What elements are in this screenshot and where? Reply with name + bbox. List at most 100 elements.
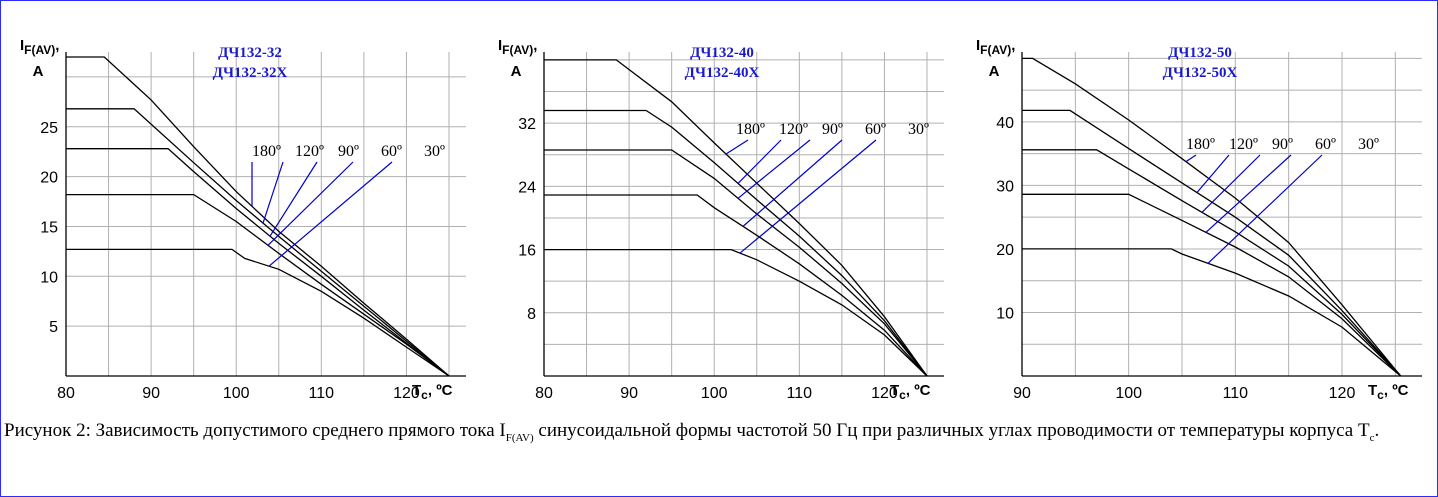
x-tick-label-3-3: 110: [1223, 385, 1249, 400]
chart-svg-2: 80 90 100 110 120 8 16 24 32 IF(AV), A Tc, ºC ДЧ132-…: [498, 37, 944, 400]
y-axis-unit-2: A: [511, 63, 522, 80]
angle-label-2-3: 90º: [822, 121, 843, 138]
angle-label-2-5: 30º: [908, 121, 929, 138]
series-line-1-3: [66, 148, 450, 377]
angle-leader-3-3: [1201, 154, 1261, 213]
y-tick-label-3-4: 40: [996, 115, 1014, 132]
angle-leader-3-1: [1185, 154, 1197, 163]
series-line-3-4: [1022, 193, 1402, 377]
x-tick-label-2-3: 100: [701, 385, 728, 400]
series-line-3-1: [1022, 57, 1402, 377]
y-tick-label-2-1: 8: [527, 306, 536, 323]
x-tick-label-3-4: 120: [1329, 385, 1356, 400]
angle-leader-3-5: [1207, 154, 1323, 264]
x-axis-label-2: Tc, ºC: [890, 382, 931, 400]
series-line-1-1: [66, 56, 450, 377]
x-tick-label-1-2: 90: [142, 385, 160, 400]
series-line-2-2: [544, 109, 928, 377]
angle-leader-3-2: [1196, 154, 1230, 193]
angle-leader-2-5: [739, 139, 877, 254]
y-tick-label-3-2: 20: [996, 242, 1014, 259]
y-tick-label-2-4: 32: [518, 116, 536, 133]
series-line-1-4: [66, 193, 450, 377]
y-axis-label-sub-2: F(AV): [502, 43, 533, 57]
x-axis-label-main-2: T: [890, 382, 899, 399]
angle-label-2-1: 180º: [736, 121, 765, 138]
y-axis-label-sub-1: F(AV): [24, 43, 55, 57]
x-axis-label-sub-3: c: [1377, 388, 1384, 400]
chart-svg-1: 80 90 100 110 120 5 10 15 20 25 IF(AV), A Tc, ºC ДЧ13…: [20, 37, 466, 400]
angle-label-2-2: 120º: [779, 121, 808, 138]
y-axis-unit-3: A: [989, 63, 1000, 80]
x-tick-label-1-1: 80: [57, 385, 75, 400]
y-axis-label-main-1: I: [20, 37, 24, 54]
x-tick-label-3-1: 90: [1013, 385, 1031, 400]
y-tick-label-1-2: 10: [40, 269, 58, 286]
caption-text-2: синусоидальной формы частотой 50 Гц при …: [533, 420, 1370, 441]
angle-leader-1-5: [268, 161, 393, 267]
y-axis-label-1: IF(AV),: [20, 37, 59, 57]
caption-text-3: .: [1374, 420, 1380, 441]
y-tick-label-1-4: 20: [40, 170, 58, 187]
chart-title-2-line-1: ДЧ132-40: [690, 45, 754, 61]
chart-panel-1: 80 90 100 110 120 5 10 15 20 25 IF(AV), A Tc, ºC ДЧ13…: [0, 0, 470, 400]
series-line-2-5: [544, 248, 928, 377]
y-tick-label-3-1: 10: [996, 305, 1014, 322]
chart-title-3-line-2: ДЧ132-50Х: [1163, 65, 1238, 81]
chart-title-1-line-2: ДЧ132-32Х: [213, 65, 288, 81]
y-axis-label-sub-3: F(AV): [980, 43, 1011, 57]
angle-label-1-1: 180º: [252, 143, 281, 160]
y-axis-label-main-3: I: [976, 37, 980, 54]
angle-label-3-3: 90º: [1272, 136, 1293, 153]
y-tick-label-2-3: 24: [518, 179, 536, 196]
x-axis-label-sub-1: c: [421, 388, 428, 400]
angle-leader-2-3: [737, 139, 811, 199]
x-tick-label-1-5: 120: [393, 385, 420, 400]
x-axis-label-sub-2: c: [899, 388, 906, 400]
angle-leader-2-1: [725, 139, 749, 155]
angle-label-3-1: 180º: [1186, 136, 1215, 153]
caption-subscript-2: c: [1369, 431, 1375, 444]
angle-label-3-5: 30º: [1358, 136, 1379, 153]
x-tick-label-2-2: 90: [620, 385, 638, 400]
chart-svg-3: 90 100 110 120 10 20 30 40 IF(AV), A Tc, ºC ДЧ132-5…: [976, 37, 1422, 400]
angle-leader-1-4: [267, 161, 354, 246]
x-axis-label-3: Tc, ºC: [1368, 382, 1409, 400]
chart-panel-2: 80 90 100 110 120 8 16 24 32 IF(AV), A Tc, ºC ДЧ132-…: [478, 0, 948, 400]
series-line-2-3: [544, 149, 928, 377]
y-axis-label-tail-2: ,: [533, 37, 537, 54]
x-tick-label-2-1: 80: [535, 385, 553, 400]
angle-label-1-3: 90º: [338, 143, 359, 160]
series-line-1-2: [66, 108, 450, 377]
y-axis-label-tail-3: ,: [1011, 37, 1015, 54]
caption-subscript-1: F(AV): [505, 431, 534, 444]
chart-title-3-line-1: ДЧ132-50: [1168, 45, 1232, 61]
angle-leader-2-2: [737, 139, 782, 184]
x-axis-label-main-1: T: [412, 382, 421, 399]
angle-leader-3-4: [1205, 154, 1292, 233]
angle-leader-2-4: [742, 139, 843, 227]
y-tick-label-2-2: 16: [518, 243, 536, 260]
y-tick-label-1-5: 25: [40, 120, 58, 137]
y-axis-label-tail-1: ,: [55, 37, 59, 54]
series-line-3-5: [1022, 248, 1402, 377]
angle-label-1-2: 120º: [295, 143, 324, 160]
y-tick-label-1-3: 15: [40, 219, 58, 236]
y-tick-label-3-3: 30: [996, 178, 1014, 195]
figure-caption: Рисунок 2: Зависимость допустимого средн…: [4, 414, 1424, 455]
series-line-3-3: [1022, 149, 1402, 377]
x-axis-label-unit-1: , ºC: [428, 382, 453, 399]
x-axis-label-unit-3: , ºC: [1384, 382, 1409, 399]
x-axis-label-unit-2: , ºC: [906, 382, 931, 399]
y-axis-label-2: IF(AV),: [498, 37, 537, 57]
y-axis-label-main-2: I: [498, 37, 502, 54]
caption-text-1: Рисунок 2: Зависимость допустимого средн…: [4, 420, 506, 441]
x-tick-label-2-5: 120: [871, 385, 898, 400]
x-axis-label-main-3: T: [1368, 382, 1377, 399]
x-tick-label-2-4: 110: [787, 385, 813, 400]
angle-label-2-4: 60º: [865, 121, 886, 138]
x-axis-label-1: Tc, ºC: [412, 382, 453, 400]
y-axis-unit-1: A: [33, 63, 44, 80]
angle-leader-1-3: [269, 161, 318, 237]
y-axis-label-3: IF(AV),: [976, 37, 1015, 57]
